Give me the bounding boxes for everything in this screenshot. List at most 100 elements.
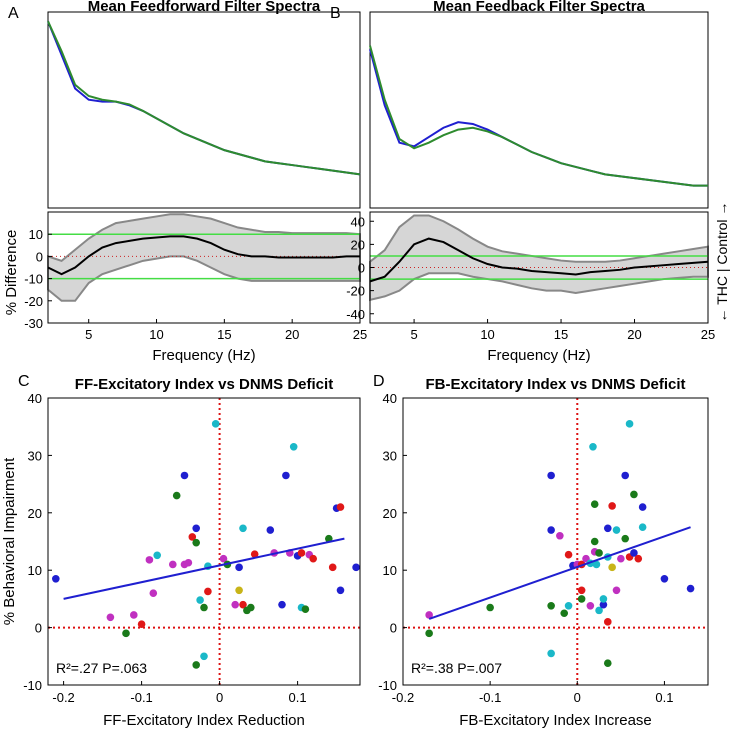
data-point-c	[266, 526, 275, 534]
data-point-c	[336, 503, 345, 511]
y-tick-label-d: -10	[378, 678, 397, 693]
y-tick-label-c: 0	[35, 621, 42, 636]
data-point-c	[250, 550, 259, 558]
y-tick-label-a: 0	[36, 249, 43, 264]
data-point-c	[137, 620, 146, 628]
data-point-c	[278, 600, 286, 609]
data-point-c	[122, 629, 130, 638]
data-point-c	[192, 538, 200, 547]
data-point-c	[52, 575, 60, 583]
regression-line-c	[63, 537, 345, 600]
data-point-d	[625, 420, 634, 428]
top-axes-b	[369, 11, 709, 209]
x-tick-label-b: 15	[554, 327, 568, 342]
data-point-c	[336, 586, 345, 595]
data-point-d	[621, 471, 630, 480]
x-tick-label-c: 0.1	[289, 690, 307, 705]
data-point-c	[200, 603, 208, 612]
y-tick-label-d: 40	[383, 391, 397, 406]
data-point-d	[547, 649, 555, 658]
data-point-d	[621, 534, 630, 543]
panel-letter-c: C	[18, 373, 30, 390]
data-point-c	[184, 558, 193, 567]
data-point-d	[608, 563, 616, 572]
data-point-c	[328, 563, 337, 572]
x-tick-label-a: 20	[285, 327, 299, 342]
data-point-c	[325, 534, 333, 543]
bottom-axes-a	[47, 211, 361, 324]
data-point-d	[547, 601, 555, 610]
data-point-d	[630, 490, 638, 499]
y-axis-label-c: % Behavioral Impairment	[1, 457, 18, 625]
data-point-c	[130, 611, 138, 619]
series-line-thc-b	[369, 45, 708, 187]
data-point-c	[211, 420, 220, 428]
stats-label-d: R²=.38 P=.007	[411, 660, 502, 676]
x-tick-label-b: 5	[410, 327, 417, 342]
x-tick-label-c: 0	[216, 690, 223, 705]
data-point-d	[590, 537, 599, 546]
data-point-d	[603, 618, 612, 626]
data-point-c	[192, 661, 200, 669]
data-point-d	[556, 531, 564, 540]
y-tick-label-b: 40	[351, 214, 365, 229]
regression-line-d	[428, 526, 691, 620]
y-tick-label-b: 20	[351, 237, 365, 252]
y-axis-label-a: % Difference	[3, 230, 20, 316]
y-tick-label-c: 20	[28, 506, 42, 521]
panel-letter-a: A	[8, 5, 19, 22]
data-point-c	[204, 587, 212, 596]
data-point-c	[172, 491, 181, 500]
data-point-c	[309, 554, 318, 563]
data-point-d	[589, 442, 597, 451]
data-point-d	[660, 575, 669, 583]
x-axis-label-d: FB-Excitatory Index Increase	[459, 712, 652, 729]
data-point-d	[577, 586, 586, 595]
data-point-c	[200, 652, 208, 661]
data-point-c	[196, 596, 204, 604]
mean-difference-line-b	[369, 237, 709, 283]
data-point-d	[425, 629, 433, 638]
data-point-d	[599, 595, 608, 603]
mean-difference-line-a	[47, 235, 360, 276]
data-point-d	[586, 601, 595, 610]
data-point-d	[595, 606, 603, 615]
data-point-c	[106, 613, 115, 622]
y-tick-label-a: -30	[24, 316, 43, 331]
data-point-c	[301, 605, 310, 614]
data-point-d	[547, 471, 555, 480]
data-point-c	[188, 533, 197, 541]
data-point-d	[634, 554, 643, 563]
data-point-d	[486, 603, 494, 612]
chart-title-c: FF-Excitatory Index vs DNMS Deficit	[75, 376, 333, 393]
y-tick-label-d: 30	[383, 448, 397, 463]
x-tick-label-c: -0.2	[52, 690, 74, 705]
data-point-d	[595, 549, 603, 557]
x-tick-label-d: 0	[574, 690, 581, 705]
x-axis-label-b: Frequency (Hz)	[487, 347, 590, 364]
data-point-d	[612, 586, 621, 595]
data-point-c	[239, 524, 247, 533]
confidence-band-b	[369, 214, 709, 302]
y-tick-label-b: -40	[346, 307, 365, 322]
y-tick-label-a: 10	[29, 227, 43, 242]
x-tick-label-a: 5	[85, 327, 92, 342]
data-point-d	[590, 500, 599, 508]
y-tick-label-d: 20	[383, 506, 397, 521]
panel-letter-b: B	[330, 5, 341, 22]
x-tick-label-b: 25	[701, 327, 715, 342]
x-tick-label-a: 10	[149, 327, 163, 342]
data-point-d	[560, 609, 569, 618]
chart-title-a: Mean Feedforward Filter Spectra	[88, 0, 321, 15]
x-tick-label-c: -0.1	[130, 690, 152, 705]
data-point-d	[686, 584, 695, 593]
data-point-d	[612, 526, 621, 534]
data-point-c	[247, 603, 255, 612]
y-tick-label-a: -10	[24, 272, 43, 287]
data-point-d	[638, 523, 647, 531]
axes-d	[402, 397, 709, 686]
data-point-d	[608, 502, 616, 510]
data-point-c	[153, 551, 161, 560]
series-line-thc-a	[47, 20, 361, 176]
data-point-d	[547, 526, 555, 534]
